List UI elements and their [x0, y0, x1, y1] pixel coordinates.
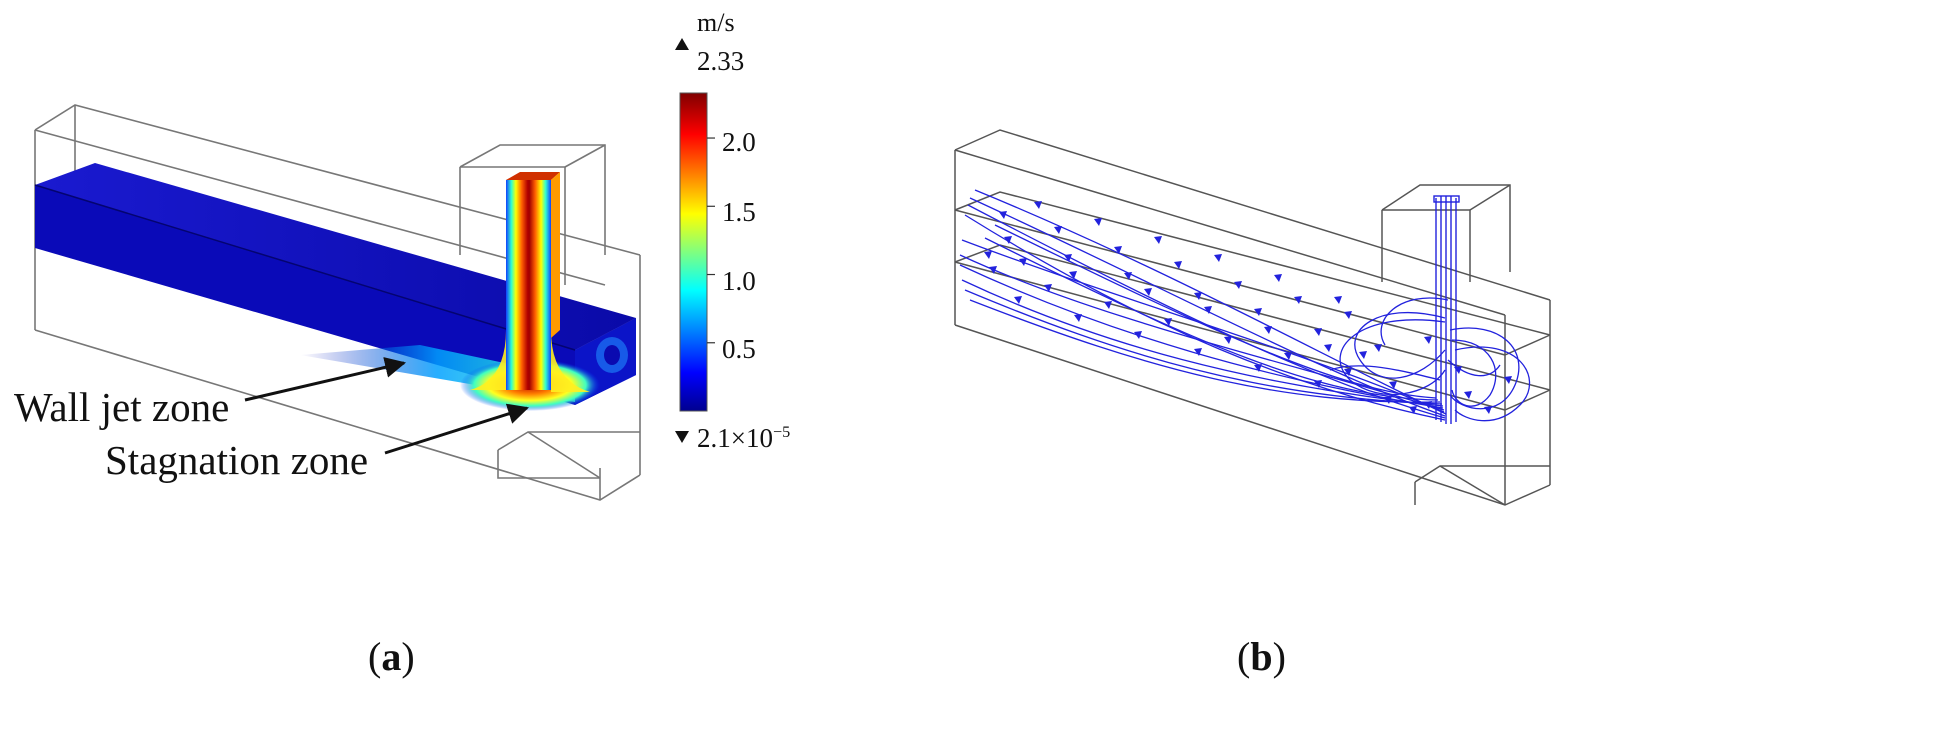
streamline-arrow	[1154, 236, 1162, 244]
colorbar-max-triangle	[675, 38, 689, 50]
streamline-arrow	[1424, 336, 1432, 344]
wall-jet-zone-label: Wall jet zone	[14, 383, 229, 431]
colorbar	[680, 93, 707, 411]
colorbar-tick-label: 1.0	[722, 266, 756, 297]
colorbar-tick-label: 2.0	[722, 127, 756, 158]
panel-b	[955, 130, 1550, 505]
streamline-arrow	[1134, 331, 1142, 339]
colorbar-tick-label: 1.5	[722, 197, 756, 228]
colorbar-max-label: 2.33	[697, 46, 744, 77]
colorbar-unit: m/s	[697, 8, 735, 38]
panel-b-label-open: (	[1237, 634, 1250, 679]
streamline-arrow	[1274, 274, 1282, 282]
streamlines	[960, 190, 1530, 421]
streamline-arrow	[1224, 336, 1232, 344]
stagnation-zone-label: Stagnation zone	[105, 436, 368, 484]
colorbar-ticks	[707, 138, 715, 343]
streamline-arrow	[1374, 344, 1382, 352]
streamline-arrow	[1324, 344, 1332, 352]
panel-a-label-letter: a	[381, 634, 401, 679]
panel-a-label: (a)	[368, 633, 415, 680]
colorbar-min-base: 2.1×10	[697, 423, 773, 453]
colorbar-min-label: 2.1×10−5	[697, 423, 790, 454]
streamline-arrow	[1214, 254, 1222, 262]
streamline-arrow	[1014, 296, 1022, 304]
streamline-arrow	[1359, 351, 1367, 359]
streamline-arrow	[1034, 201, 1042, 209]
panel-b-label: (b)	[1237, 633, 1286, 680]
wall-jet-arrow	[245, 363, 404, 400]
streamline-arrow	[1464, 391, 1472, 399]
streamline-arrow	[1484, 406, 1492, 414]
panel-a-label-open: (	[368, 634, 381, 679]
streamline-arrow	[1314, 328, 1322, 336]
streamline-arrow	[984, 251, 992, 259]
colorbar-min-triangle	[675, 431, 689, 443]
streamline-arrow	[1264, 326, 1272, 334]
streamline-arrow	[1074, 314, 1082, 322]
streamline	[995, 225, 1436, 398]
inlet-jet	[506, 180, 551, 390]
streamline-arrow	[1054, 226, 1062, 234]
streamline	[1355, 313, 1445, 379]
streamline-arrow	[1334, 296, 1342, 304]
colorbar-min-exponent: −5	[773, 423, 790, 441]
colorbar-tick-label: 0.5	[722, 334, 756, 365]
streamline-arrow	[1019, 258, 1027, 266]
panel-a-label-close: )	[401, 634, 414, 679]
streamline-arrow	[1094, 218, 1102, 226]
panel-b-label-letter: b	[1250, 634, 1272, 679]
panel-b-label-close: )	[1273, 634, 1286, 679]
streamline-arrow	[1104, 301, 1112, 309]
